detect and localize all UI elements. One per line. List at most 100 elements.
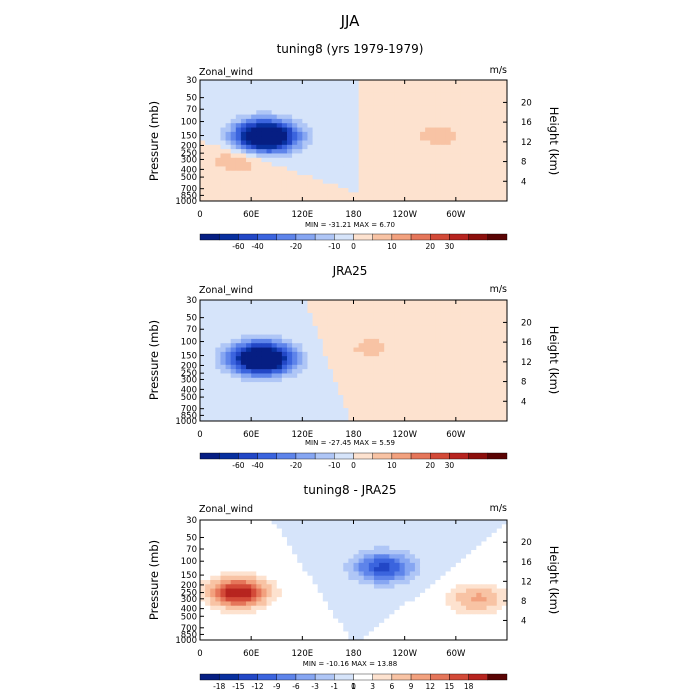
contour-cell <box>312 175 319 180</box>
colorbar-label: 30 <box>445 242 455 251</box>
contour-cell <box>491 408 498 413</box>
contour-cell <box>414 347 421 353</box>
contour-cell <box>363 136 370 141</box>
contour-cell <box>491 101 498 107</box>
contour-cell <box>271 558 278 564</box>
contour-cell <box>466 334 472 340</box>
contour-cell <box>322 403 329 409</box>
contour-cell <box>246 325 252 331</box>
contour-cell <box>230 183 237 189</box>
contour-cell <box>297 175 303 180</box>
contour-cell <box>261 101 267 107</box>
contour-cell <box>256 131 262 137</box>
contour-cell <box>251 390 257 396</box>
contour-cell <box>363 196 370 202</box>
contour-cell <box>327 412 334 418</box>
contour-cell <box>312 558 319 564</box>
contour-cell <box>368 601 375 607</box>
contour-cell <box>409 618 416 624</box>
contour-cell <box>425 390 431 396</box>
contour-cell <box>210 558 216 564</box>
contour-cell <box>496 408 503 413</box>
contour-cell <box>240 567 247 572</box>
contour-cell <box>271 183 278 189</box>
contour-cell <box>466 162 472 167</box>
contour-cell <box>358 610 365 615</box>
contour-cell <box>281 356 288 361</box>
contour-cell <box>343 554 349 559</box>
contour-cell <box>399 532 406 538</box>
contour-cell <box>373 524 380 529</box>
contour-cell <box>297 308 303 314</box>
contour-cell <box>491 110 498 115</box>
contour-cell <box>230 166 237 172</box>
contour-cell <box>215 196 221 202</box>
contour-cell <box>404 416 411 422</box>
contour-cell <box>409 97 416 103</box>
contour-cell <box>486 157 493 163</box>
contour-cell <box>353 118 360 124</box>
contour-cell <box>348 118 354 124</box>
contour-cell <box>220 558 226 564</box>
contour-cell <box>246 118 252 124</box>
contour-cell <box>266 317 273 323</box>
contour-cell <box>266 162 273 167</box>
contour-cell <box>256 162 262 167</box>
contour-cell <box>302 330 308 335</box>
contour-cell <box>271 153 278 159</box>
contour-cell <box>215 377 221 383</box>
contour-cell <box>384 575 390 581</box>
contour-cell <box>363 101 370 107</box>
contour-cell <box>414 601 421 607</box>
contour-cell <box>430 545 436 551</box>
contour-cell <box>348 610 354 615</box>
colorbar-swatch <box>391 233 412 241</box>
contour-cell <box>333 105 339 111</box>
contour-cell <box>302 558 308 564</box>
contour-cell <box>317 80 324 85</box>
contour-cell <box>251 567 257 572</box>
contour-cell <box>440 610 446 615</box>
contour-cell <box>286 179 293 185</box>
contour-cell <box>256 170 262 176</box>
contour-cell <box>476 403 482 409</box>
contour-cell <box>317 412 324 418</box>
contour-cell <box>404 80 411 85</box>
contour-cell <box>317 325 324 331</box>
contour-cell <box>455 575 462 581</box>
contour-cell <box>414 614 421 619</box>
contour-cell <box>292 403 298 409</box>
contour-cell <box>246 308 252 314</box>
contour-cell <box>455 162 462 167</box>
contour-cell <box>215 541 221 547</box>
colorbar-label: -20 <box>290 461 302 470</box>
contour-cell <box>445 554 452 559</box>
contour-cell <box>276 80 283 85</box>
contour-cell <box>271 300 278 305</box>
contour-cell <box>256 377 262 383</box>
contour-cell <box>210 157 216 163</box>
contour-cell <box>460 157 467 163</box>
contour-cell <box>476 92 482 98</box>
contour-cell <box>363 377 370 383</box>
contour-cell <box>420 131 426 137</box>
contour-cell <box>363 140 370 146</box>
contour-cell <box>225 550 232 555</box>
contour-cell <box>399 571 406 577</box>
contour-cell <box>307 149 313 154</box>
contour-cell <box>368 408 375 413</box>
colorbar: -60 -40 -20 -10 0 10 20 30 <box>199 233 508 251</box>
contour-cell <box>430 136 436 141</box>
contour-cell <box>414 567 421 572</box>
contour-cell <box>220 541 226 547</box>
contour-cell <box>246 157 252 163</box>
contour-cell <box>276 390 283 396</box>
contour-cell <box>430 312 436 318</box>
contour-cell <box>276 325 283 331</box>
contour-cell <box>200 183 206 189</box>
contour-cell <box>225 105 232 111</box>
contour-cell <box>205 92 211 98</box>
contour-cell <box>368 166 375 172</box>
contour-cell <box>266 127 273 133</box>
contour-cell <box>286 140 293 146</box>
